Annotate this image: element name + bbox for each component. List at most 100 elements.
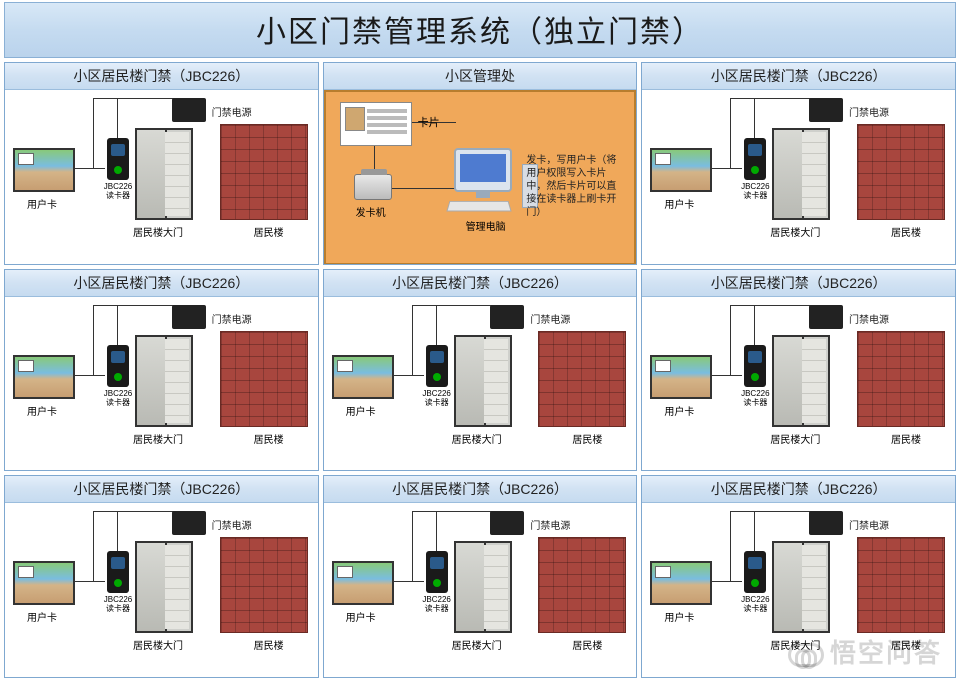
- unit-body: 门禁电源 用户卡 JBC226读卡器 居民楼大门 居民楼: [324, 297, 637, 472]
- user-card-label: 用户卡: [27, 196, 57, 211]
- door-icon: [454, 541, 512, 633]
- reader-label: JBC226读卡器: [103, 595, 133, 613]
- card-reader-icon: [107, 138, 129, 180]
- door-label: 居民楼大门: [770, 224, 820, 239]
- pc-label: 管理电脑: [466, 218, 506, 233]
- door-icon: [135, 128, 193, 220]
- unit-header: 小区居民楼门禁（JBC226）: [5, 476, 318, 503]
- unit-header: 小区居民楼门禁（JBC226）: [5, 270, 318, 297]
- door-label: 居民楼大门: [133, 637, 183, 652]
- building-label: 居民楼: [572, 637, 602, 652]
- power-supply-icon: [809, 511, 843, 535]
- unit-header: 小区居民楼门禁（JBC226）: [642, 476, 955, 503]
- id-card-label: 卡片: [418, 114, 440, 130]
- power-label: 门禁电源: [212, 104, 252, 119]
- building-icon: [538, 537, 626, 633]
- building-label: 居民楼: [891, 637, 921, 652]
- unit-cell: 小区居民楼门禁（JBC226） 门禁电源 用户卡 JBC226读卡器 居民楼大门…: [641, 62, 956, 265]
- user-card-icon: [650, 148, 712, 192]
- door-label: 居民楼大门: [452, 637, 502, 652]
- mgmt-body: 卡片 发卡机 管理电脑 发卡，写用户卡（将用户权限写入卡片中，然后卡片可以直接在…: [324, 90, 637, 265]
- unit-body: 门禁电源 用户卡 JBC226读卡器 居民楼大门 居民楼: [642, 297, 955, 472]
- user-card-label: 用户卡: [27, 609, 57, 624]
- user-card-label: 用户卡: [664, 196, 694, 211]
- mgmt-description: 发卡，写用户卡（将用户权限写入卡片中，然后卡片可以直接在读卡器上刷卡开门）: [526, 154, 624, 219]
- unit-cell: 小区居民楼门禁（JBC226） 门禁电源 用户卡 JBC226读卡器 居民楼大门…: [323, 475, 638, 678]
- card-reader-icon: [744, 138, 766, 180]
- dispenser-label: 发卡机: [356, 204, 386, 219]
- user-card-label: 用户卡: [664, 403, 694, 418]
- power-supply-icon: [490, 305, 524, 329]
- power-label: 门禁电源: [212, 517, 252, 532]
- door-label: 居民楼大门: [770, 637, 820, 652]
- diagram-grid: 小区居民楼门禁（JBC226） 门禁电源 用户卡 JBC226读卡器 居民楼大门…: [0, 62, 960, 682]
- power-supply-icon: [809, 305, 843, 329]
- unit-body: 门禁电源 用户卡 JBC226读卡器 居民楼大门 居民楼: [5, 297, 318, 472]
- power-supply-icon: [172, 511, 206, 535]
- page-title: 小区门禁管理系统（独立门禁）: [5, 7, 955, 51]
- reader-label: JBC226读卡器: [422, 389, 452, 407]
- card-reader-icon: [426, 551, 448, 593]
- user-card-label: 用户卡: [346, 403, 376, 418]
- user-card-icon: [332, 561, 394, 605]
- unit-body: 门禁电源 用户卡 JBC226读卡器 居民楼大门 居民楼: [642, 90, 955, 265]
- building-icon: [857, 331, 945, 427]
- unit-header: 小区居民楼门禁（JBC226）: [324, 270, 637, 297]
- door-icon: [772, 335, 830, 427]
- unit-header: 小区居民楼门禁（JBC226）: [642, 270, 955, 297]
- reader-label: JBC226读卡器: [740, 389, 770, 407]
- unit-body: 门禁电源 用户卡 JBC226读卡器 居民楼大门 居民楼: [642, 503, 955, 678]
- door-label: 居民楼大门: [770, 431, 820, 446]
- card-dispenser-icon: [354, 174, 392, 200]
- door-icon: [454, 335, 512, 427]
- card-reader-icon: [744, 551, 766, 593]
- user-card-label: 用户卡: [27, 403, 57, 418]
- building-icon: [857, 124, 945, 220]
- reader-label: JBC226读卡器: [740, 182, 770, 200]
- user-card-icon: [332, 355, 394, 399]
- mgmt-header: 小区管理处: [324, 63, 637, 90]
- building-label: 居民楼: [254, 637, 284, 652]
- management-pc-icon: [444, 148, 522, 212]
- door-icon: [135, 541, 193, 633]
- door-label: 居民楼大门: [133, 224, 183, 239]
- unit-cell: 小区居民楼门禁（JBC226） 门禁电源 用户卡 JBC226读卡器 居民楼大门…: [641, 475, 956, 678]
- door-icon: [135, 335, 193, 427]
- building-label: 居民楼: [254, 431, 284, 446]
- building-icon: [220, 537, 308, 633]
- power-label: 门禁电源: [530, 517, 570, 532]
- power-supply-icon: [490, 511, 524, 535]
- door-icon: [772, 541, 830, 633]
- user-card-icon: [13, 148, 75, 192]
- reader-label: JBC226读卡器: [103, 389, 133, 407]
- unit-body: 门禁电源 用户卡 JBC226读卡器 居民楼大门 居民楼: [5, 90, 318, 265]
- unit-header: 小区居民楼门禁（JBC226）: [324, 476, 637, 503]
- door-icon: [772, 128, 830, 220]
- user-card-icon: [650, 355, 712, 399]
- power-supply-icon: [172, 98, 206, 122]
- building-label: 居民楼: [254, 224, 284, 239]
- id-card-icon: [340, 102, 412, 146]
- building-icon: [538, 331, 626, 427]
- unit-cell: 小区居民楼门禁（JBC226） 门禁电源 用户卡 JBC226读卡器 居民楼大门…: [323, 269, 638, 472]
- unit-cell: 小区居民楼门禁（JBC226） 门禁电源 用户卡 JBC226读卡器 居民楼大门…: [4, 475, 319, 678]
- power-label: 门禁电源: [849, 104, 889, 119]
- building-icon: [857, 537, 945, 633]
- user-card-label: 用户卡: [664, 609, 694, 624]
- door-label: 居民楼大门: [133, 431, 183, 446]
- card-reader-icon: [426, 345, 448, 387]
- unit-cell: 小区居民楼门禁（JBC226） 门禁电源 用户卡 JBC226读卡器 居民楼大门…: [641, 269, 956, 472]
- unit-cell: 小区居民楼门禁（JBC226） 门禁电源 用户卡 JBC226读卡器 居民楼大门…: [4, 269, 319, 472]
- unit-body: 门禁电源 用户卡 JBC226读卡器 居民楼大门 居民楼: [324, 503, 637, 678]
- unit-body: 门禁电源 用户卡 JBC226读卡器 居民楼大门 居民楼: [5, 503, 318, 678]
- building-label: 居民楼: [572, 431, 602, 446]
- unit-cell: 小区居民楼门禁（JBC226） 门禁电源 用户卡 JBC226读卡器 居民楼大门…: [4, 62, 319, 265]
- unit-header: 小区居民楼门禁（JBC226）: [5, 63, 318, 90]
- power-label: 门禁电源: [849, 517, 889, 532]
- reader-label: JBC226读卡器: [740, 595, 770, 613]
- door-label: 居民楼大门: [452, 431, 502, 446]
- page-title-bar: 小区门禁管理系统（独立门禁）: [4, 2, 956, 58]
- power-label: 门禁电源: [849, 311, 889, 326]
- mgmt-cell: 小区管理处 卡片 发卡机 管理电脑 发卡，写用户卡（将用户权限写入卡片中，然后卡…: [323, 62, 638, 265]
- building-icon: [220, 124, 308, 220]
